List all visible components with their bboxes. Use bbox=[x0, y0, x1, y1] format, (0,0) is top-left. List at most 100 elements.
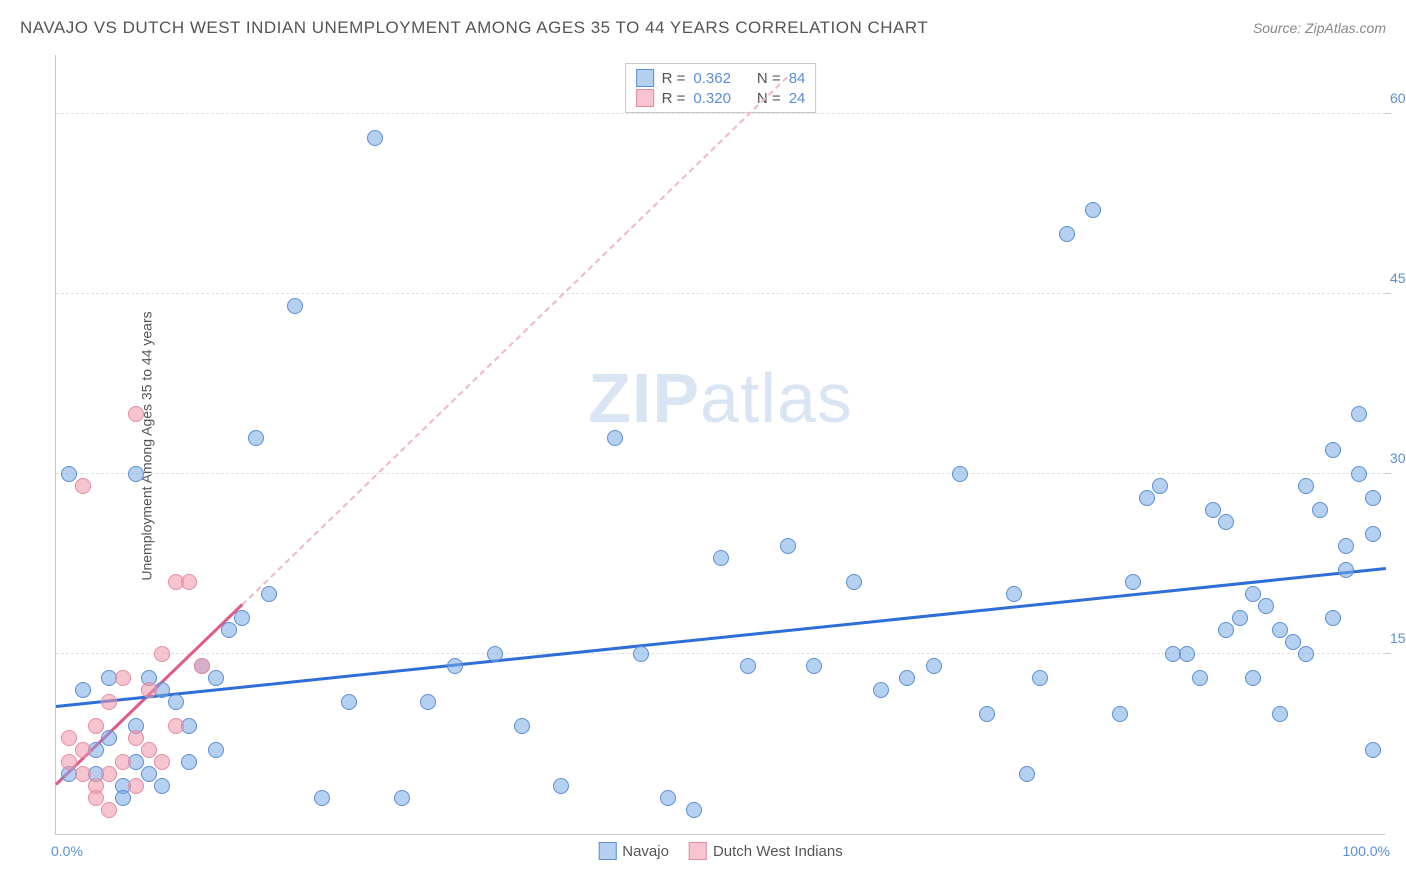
data-point bbox=[154, 778, 170, 794]
y-tick-label: 60.0% bbox=[1390, 90, 1406, 106]
data-point bbox=[341, 694, 357, 710]
data-point bbox=[1218, 514, 1234, 530]
data-point bbox=[660, 790, 676, 806]
tick-mark bbox=[1385, 293, 1391, 294]
tick-mark bbox=[1385, 473, 1391, 474]
data-point bbox=[61, 730, 77, 746]
data-point bbox=[168, 718, 184, 734]
data-point bbox=[75, 478, 91, 494]
data-point bbox=[1006, 586, 1022, 602]
legend-item-navajo: Navajo bbox=[598, 842, 669, 860]
data-point bbox=[1245, 670, 1261, 686]
data-point bbox=[1192, 670, 1208, 686]
data-point bbox=[208, 670, 224, 686]
data-point bbox=[1325, 610, 1341, 626]
legend-item-dwi: Dutch West Indians bbox=[689, 842, 843, 860]
tick-mark bbox=[1385, 113, 1391, 114]
data-point bbox=[1019, 766, 1035, 782]
data-point bbox=[115, 790, 131, 806]
data-point bbox=[1365, 742, 1381, 758]
data-point bbox=[141, 766, 157, 782]
data-point bbox=[101, 694, 117, 710]
data-point bbox=[75, 682, 91, 698]
data-point bbox=[1232, 610, 1248, 626]
data-point bbox=[101, 802, 117, 818]
data-point bbox=[780, 538, 796, 554]
data-point bbox=[115, 670, 131, 686]
data-point bbox=[115, 754, 131, 770]
data-point bbox=[873, 682, 889, 698]
data-point bbox=[367, 130, 383, 146]
stats-row-dwi: R = 0.320 N = 24 bbox=[636, 88, 806, 108]
data-point bbox=[1179, 646, 1195, 662]
swatch-dwi-icon bbox=[689, 842, 707, 860]
data-point bbox=[128, 778, 144, 794]
data-point bbox=[1351, 406, 1367, 422]
data-point bbox=[514, 718, 530, 734]
data-point bbox=[1338, 538, 1354, 554]
x-tick-min: 0.0% bbox=[51, 843, 83, 859]
source-attribution: Source: ZipAtlas.com bbox=[1253, 20, 1386, 36]
data-point bbox=[899, 670, 915, 686]
data-point bbox=[1325, 442, 1341, 458]
data-point bbox=[101, 766, 117, 782]
navajo-n-value: 84 bbox=[789, 70, 806, 87]
data-point bbox=[1365, 490, 1381, 506]
data-point bbox=[1245, 586, 1261, 602]
data-point bbox=[261, 586, 277, 602]
gridline bbox=[56, 473, 1385, 474]
swatch-navajo-icon bbox=[636, 69, 654, 87]
data-point bbox=[61, 466, 77, 482]
data-point bbox=[1059, 226, 1075, 242]
gridline bbox=[56, 113, 1385, 114]
data-point bbox=[1125, 574, 1141, 590]
data-point bbox=[1112, 706, 1128, 722]
data-point bbox=[234, 610, 250, 626]
data-point bbox=[1272, 622, 1288, 638]
data-point bbox=[553, 778, 569, 794]
data-point bbox=[61, 754, 77, 770]
data-point bbox=[1205, 502, 1221, 518]
data-point bbox=[1351, 466, 1367, 482]
data-point bbox=[141, 682, 157, 698]
data-point bbox=[1272, 706, 1288, 722]
data-point bbox=[447, 658, 463, 674]
data-point bbox=[1312, 502, 1328, 518]
data-point bbox=[75, 742, 91, 758]
x-tick-max: 100.0% bbox=[1343, 843, 1390, 859]
data-point bbox=[926, 658, 942, 674]
data-point bbox=[633, 646, 649, 662]
data-point bbox=[1298, 478, 1314, 494]
data-point bbox=[1152, 478, 1168, 494]
dwi-r-value: 0.320 bbox=[693, 90, 731, 107]
swatch-dwi-icon bbox=[636, 89, 654, 107]
data-point bbox=[208, 742, 224, 758]
dwi-n-value: 24 bbox=[789, 90, 806, 107]
watermark: ZIPatlas bbox=[588, 358, 853, 438]
chart-plot-area: ZIPatlas R = 0.362 N = 84 R = 0.320 N = … bbox=[55, 55, 1385, 835]
chart-title: NAVAJO VS DUTCH WEST INDIAN UNEMPLOYMENT… bbox=[20, 18, 928, 38]
trendline-navajo bbox=[56, 567, 1386, 708]
data-point bbox=[1365, 526, 1381, 542]
data-point bbox=[1085, 202, 1101, 218]
gridline bbox=[56, 293, 1385, 294]
correlation-stats-box: R = 0.362 N = 84 R = 0.320 N = 24 bbox=[625, 63, 817, 113]
data-point bbox=[168, 694, 184, 710]
trendline-dwi-extension bbox=[241, 76, 788, 605]
data-point bbox=[1218, 622, 1234, 638]
data-point bbox=[88, 718, 104, 734]
data-point bbox=[221, 622, 237, 638]
data-point bbox=[128, 406, 144, 422]
data-point bbox=[194, 658, 210, 674]
data-point bbox=[181, 754, 197, 770]
tick-mark bbox=[1385, 653, 1391, 654]
data-point bbox=[952, 466, 968, 482]
data-point bbox=[487, 646, 503, 662]
data-point bbox=[979, 706, 995, 722]
data-point bbox=[713, 550, 729, 566]
swatch-navajo-icon bbox=[598, 842, 616, 860]
data-point bbox=[1298, 646, 1314, 662]
data-point bbox=[88, 790, 104, 806]
data-point bbox=[1139, 490, 1155, 506]
data-point bbox=[287, 298, 303, 314]
